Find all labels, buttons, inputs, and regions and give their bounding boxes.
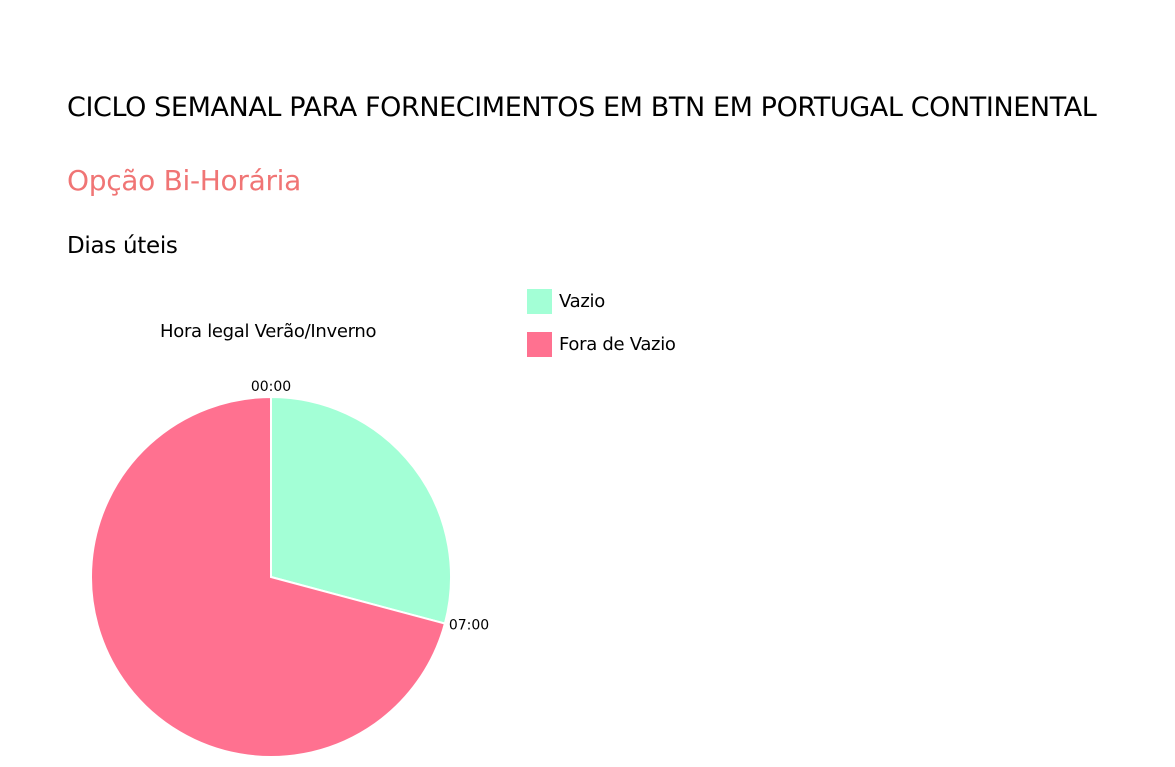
tick-label-0000: 00:00 bbox=[251, 379, 291, 395]
chart-title: Hora legal Verão/Inverno bbox=[160, 321, 377, 342]
legend-swatch-fora-de-vazio bbox=[527, 332, 552, 357]
page-title: CICLO SEMANAL PARA FORNECIMENTOS EM BTN … bbox=[67, 92, 1097, 123]
section-title: Dias úteis bbox=[67, 233, 178, 259]
pie-slice-fora-de-vazio[interactable] bbox=[90, 395, 447, 758]
pie-slice-vazio[interactable] bbox=[270, 395, 452, 625]
chart-legend: Vazio Fora de Vazio bbox=[527, 289, 676, 375]
legend-item-fora-de-vazio[interactable]: Fora de Vazio bbox=[527, 332, 676, 357]
legend-item-vazio[interactable]: Vazio bbox=[527, 289, 676, 314]
legend-label-vazio: Vazio bbox=[559, 291, 605, 312]
tick-label-0700: 07:00 bbox=[449, 618, 489, 634]
option-title: Opção Bi-Horária bbox=[67, 164, 301, 197]
legend-label-fora-de-vazio: Fora de Vazio bbox=[559, 334, 676, 355]
legend-swatch-vazio bbox=[527, 289, 552, 314]
